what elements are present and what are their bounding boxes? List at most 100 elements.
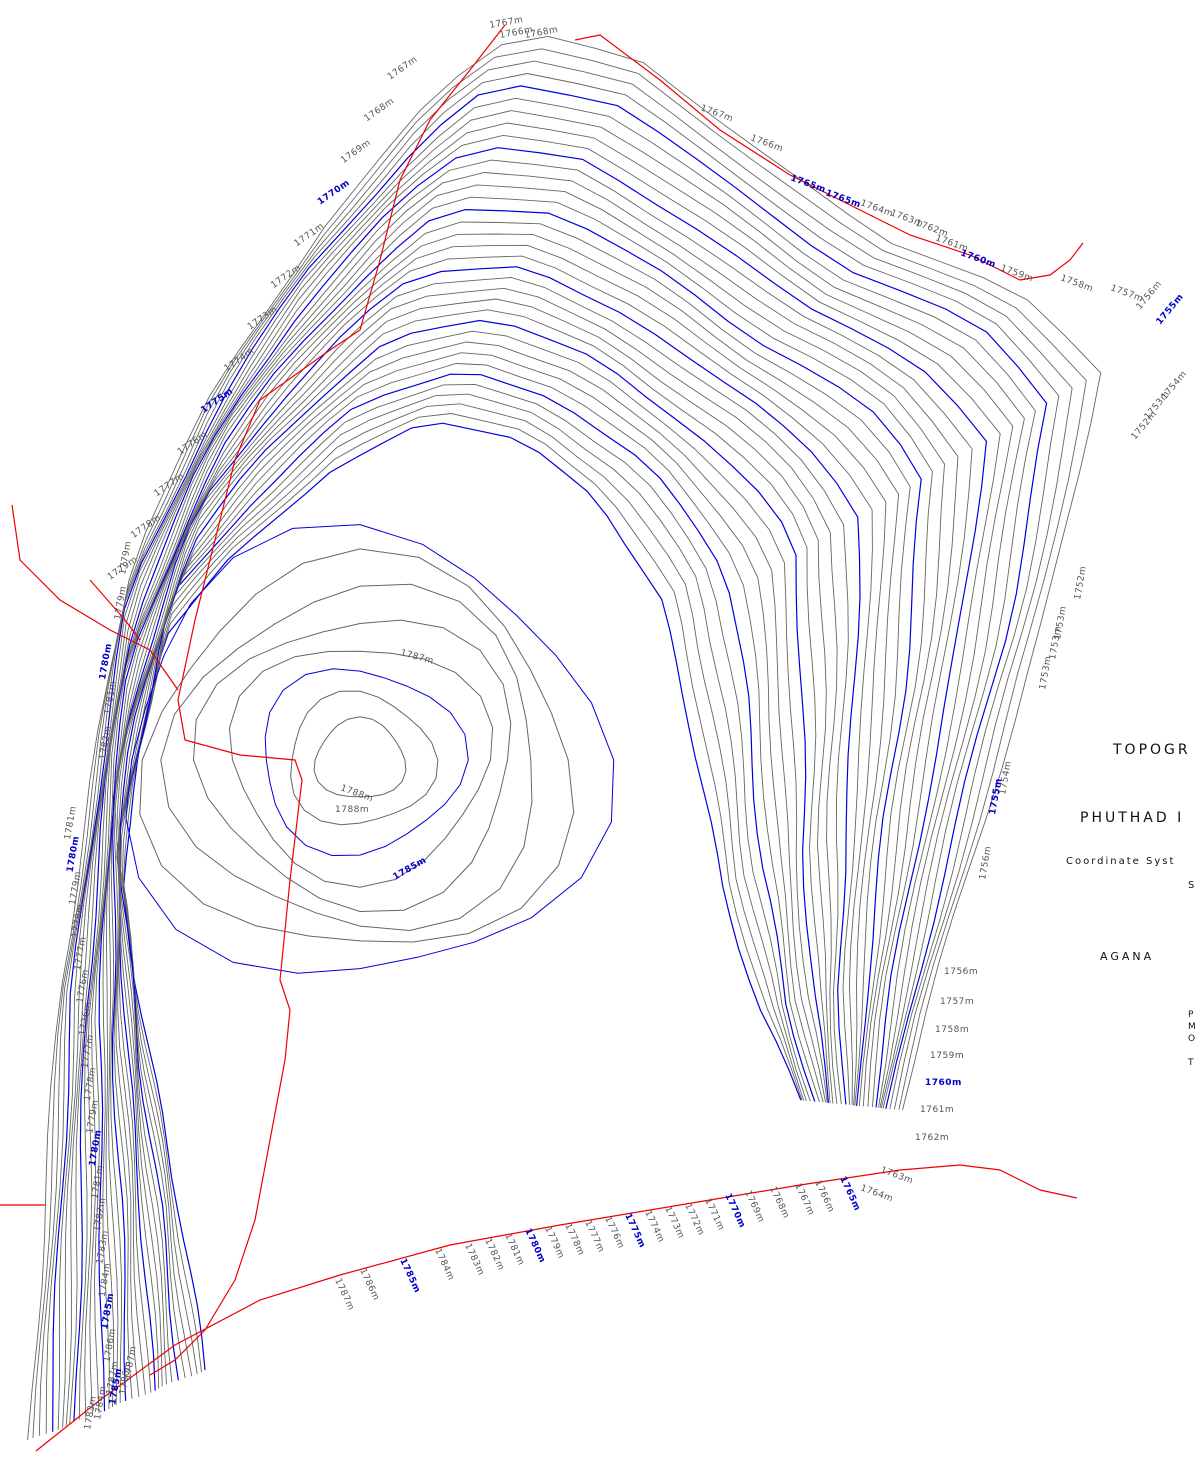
boundary-lines (0, 24, 1084, 1452)
contour-label: 1765m (837, 1175, 862, 1213)
contour-line-minor (119, 330, 828, 1389)
contour-label: 1756m (944, 967, 978, 977)
contour-line-minor (118, 341, 827, 1387)
contour-line-minor (123, 413, 803, 1373)
contour-line-minor (117, 352, 824, 1385)
contour-line-minor (32, 48, 1087, 1438)
contour-label: 1763m (879, 1165, 915, 1186)
meta-line: T (1188, 1058, 1195, 1068)
contour-label: 1787m (332, 1277, 356, 1312)
contour-label: 1769m (339, 138, 373, 166)
contour-label: 1772m (682, 1202, 706, 1237)
contour-label: 1786m (103, 1327, 119, 1362)
contour-label: 1771m (702, 1197, 726, 1232)
contour-line-minor (84, 172, 959, 1418)
contour-label: 1781m (90, 1164, 106, 1199)
meta-line: M (1188, 1022, 1197, 1032)
contour-label: 1767m (699, 103, 735, 124)
contour-label: 1785m (397, 1257, 422, 1295)
contour-line-minor (116, 363, 820, 1383)
contour-line-minor (120, 393, 807, 1377)
contour-label: 1762m (915, 1133, 949, 1143)
contour-line-minor (110, 255, 873, 1403)
meta-line: O (1188, 1034, 1197, 1044)
scale-label: S (1188, 880, 1198, 891)
contour-line-major (118, 319, 829, 1391)
summit-contour (139, 548, 575, 943)
summit-contour (228, 650, 494, 888)
contour-label: 1777m (582, 1219, 606, 1254)
map-location: PHUTHAD I (1080, 810, 1185, 826)
contour-line-major (73, 147, 988, 1422)
contour-label: 1758m (935, 1025, 969, 1035)
contour-label: 1788m (339, 783, 375, 804)
contour-line-minor (45, 73, 1060, 1434)
contour-line-minor (114, 287, 838, 1397)
contour-label: 1784m (432, 1247, 456, 1282)
client-label: AGANA (1100, 950, 1155, 963)
contour-label: 1783m (462, 1242, 486, 1277)
contour-label: 1765m (824, 188, 862, 210)
contour-label: 1781m (502, 1232, 526, 1267)
contour-label: 1780m (522, 1227, 547, 1265)
boundary-line (89, 579, 141, 641)
contour-line-minor (94, 196, 933, 1414)
contour-line-major (52, 85, 1048, 1432)
contour-label: 1773m (662, 1205, 686, 1240)
contour-label: 1755m (988, 777, 1004, 815)
contour-labels: 1767m1768m1769m1770m1771m1772m1773m1774m… (63, 15, 1189, 1430)
contour-label: 1776m (176, 430, 210, 458)
contour-label: 1767m (386, 55, 420, 83)
contour-label: 1752m (1073, 565, 1089, 600)
contour-label: 1785m (100, 1292, 116, 1330)
contour-label: 1764m (859, 1183, 895, 1204)
contour-label: 1776m (602, 1215, 626, 1250)
contour-label: 1759m (999, 263, 1035, 284)
contour-label: 1782m (482, 1237, 506, 1272)
coordinate-system-label: Coordinate Syst (1066, 856, 1176, 867)
contour-line-minor (108, 244, 887, 1406)
contour-line-major (111, 266, 861, 1401)
contour-label: 1771m (293, 221, 327, 249)
contour-label: 1760m (959, 248, 997, 270)
boundary-line (149, 24, 506, 1376)
contour-label: 1768m (363, 96, 397, 124)
contour-line-minor (62, 110, 1025, 1428)
contour-label: 1770m (722, 1192, 747, 1230)
contour-line-minor (118, 383, 811, 1379)
contour-line-major (116, 373, 816, 1381)
contour-line-minor (122, 403, 805, 1375)
contour-line-minor (89, 184, 945, 1416)
contour-label: 1753m (1048, 625, 1064, 660)
summit-contour (160, 583, 533, 932)
contour-line-minor (102, 221, 911, 1410)
contour-label: 1780m (66, 835, 82, 873)
contour-line-major (122, 422, 802, 1371)
contour-label: 1770m (316, 178, 352, 207)
contour-label: 1775m (622, 1212, 647, 1250)
contour-line-major (98, 208, 922, 1412)
contour-label: 1753m (1038, 655, 1054, 690)
contour-line-minor (105, 233, 900, 1408)
contour-label: 1768m (767, 1185, 791, 1220)
contour-label: 1758m (1059, 273, 1095, 294)
contour-lines (27, 35, 1102, 1441)
contour-label: 1779m (542, 1225, 566, 1260)
peak-label: 1788m (335, 805, 369, 815)
boundary-line (574, 34, 1084, 281)
peak-top-label: 1787m (399, 648, 435, 667)
contour-line-minor (65, 122, 1014, 1426)
contour-label: 1756m (978, 845, 994, 880)
contour-label: 1786m (357, 1267, 381, 1302)
contour-label: 1778m (562, 1222, 586, 1257)
contour-line-minor (38, 60, 1073, 1436)
summit-contour (125, 524, 615, 974)
contour-line-minor (27, 35, 1102, 1441)
summit-contour (192, 619, 512, 913)
contour-label: 1765m (789, 173, 827, 195)
contour-label: 1774m (642, 1209, 666, 1244)
summit-contour (264, 668, 469, 857)
contour-label: 1761m (920, 1105, 954, 1115)
contour-label: 1767m (792, 1182, 816, 1217)
map-title: TOPOGR (1113, 742, 1191, 758)
